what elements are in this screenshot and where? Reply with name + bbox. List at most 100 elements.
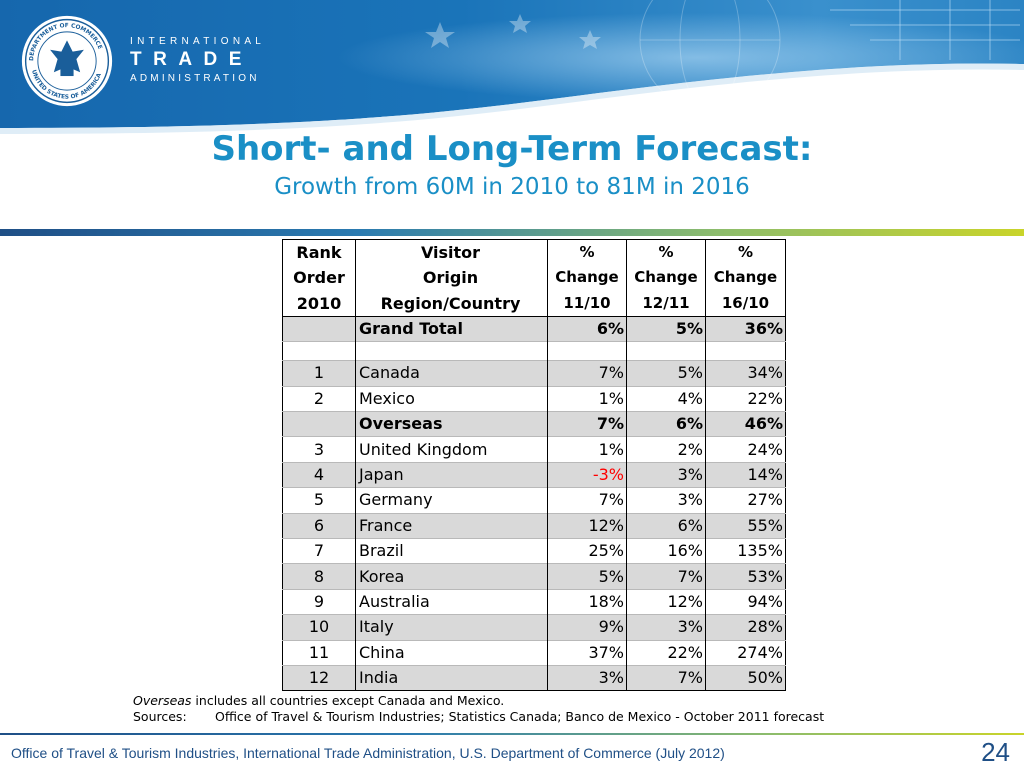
slide-title: Short- and Long-Term Forecast: bbox=[211, 129, 813, 169]
footer-citation: Office of Travel & Tourism Industries, I… bbox=[11, 745, 725, 761]
header-chg2-3: 12/11 bbox=[626, 290, 706, 317]
header-chg2-1: % bbox=[626, 239, 706, 266]
change-11-10-cell bbox=[547, 341, 627, 361]
origin-cell: Grand Total bbox=[355, 316, 548, 342]
change-16-10-cell: 14% bbox=[705, 462, 786, 488]
change-16-10-cell: 94% bbox=[747, 591, 783, 611]
table-row-korea: 8 Korea 5% 7% 53% bbox=[282, 563, 786, 590]
origin-cell: Korea bbox=[355, 563, 548, 590]
rank-cell: 3 bbox=[282, 436, 356, 463]
brand-line-trade: TRADE bbox=[130, 49, 253, 70]
change-11-10-cell: 9% bbox=[547, 614, 627, 641]
change-12-11-cell: 16% bbox=[626, 538, 706, 564]
change-16-10-cell: 46% bbox=[705, 411, 786, 437]
change-11-10-cell: 25% bbox=[547, 538, 627, 564]
change-16-10-cell: 28% bbox=[705, 614, 786, 641]
forecast-table: Rank Visitor % % % Order Origin Change C… bbox=[282, 239, 786, 692]
rank-cell: 1 bbox=[282, 360, 356, 387]
change-16-10-cell: 34% bbox=[705, 360, 786, 387]
origin-cell: Italy bbox=[355, 614, 548, 641]
rank-cell: 4 bbox=[282, 462, 356, 488]
change-11-10-cell: 1% bbox=[547, 386, 627, 412]
header-chg3-1: % bbox=[737, 243, 754, 262]
header-rank-2: Order bbox=[282, 265, 356, 291]
change-11-10-cell-negative: -3% bbox=[547, 462, 627, 488]
header-rank-3: 2010 bbox=[282, 290, 356, 317]
header-origin-3: Region/Country bbox=[355, 290, 548, 317]
origin-cell: Australia bbox=[355, 589, 548, 615]
table-header-row: 2010 Region/Country 11/10 12/11 16/10 bbox=[282, 290, 786, 317]
change-16-10-cell: 24% bbox=[747, 439, 783, 459]
change-11-10-cell: 1% bbox=[547, 436, 627, 463]
change-11-10-cell: 12% bbox=[547, 513, 627, 539]
origin-cell: Overseas bbox=[355, 411, 548, 437]
origin-cell: India bbox=[355, 665, 548, 691]
change-11-10-cell: 37% bbox=[547, 640, 627, 666]
rank-cell: 10 bbox=[282, 614, 356, 641]
rank-cell bbox=[282, 411, 356, 437]
change-16-10-cell: 135% bbox=[737, 541, 783, 561]
header-chg1-3: 11/10 bbox=[547, 290, 627, 317]
table-row-australia: 9 Australia 18% 12% 94% bbox=[282, 589, 786, 615]
change-16-10-cell: 22% bbox=[747, 388, 783, 408]
rank-cell: 6 bbox=[282, 513, 356, 539]
sources-label: Sources: bbox=[133, 709, 187, 724]
rank-cell: 5 bbox=[282, 487, 356, 514]
origin-cell: France bbox=[355, 513, 548, 539]
change-12-11-cell: 5% bbox=[626, 360, 706, 387]
change-12-11-cell: 4% bbox=[626, 386, 706, 412]
table-row-japan: 4 Japan -3% 3% 14% bbox=[282, 462, 786, 488]
header-banner: DEPARTMENT OF COMMERCE UNITED STATES OF … bbox=[0, 0, 1024, 135]
origin-cell: United Kingdom bbox=[355, 436, 548, 463]
header-chg1-1: % bbox=[547, 239, 627, 266]
origin-cell: China bbox=[355, 640, 548, 666]
ita-wordmark: INTERNATIONAL TRADE ADMINISTRATION bbox=[130, 36, 265, 84]
change-16-10-cell: 53% bbox=[705, 563, 786, 590]
table-row-overseas: Overseas 7% 6% 46% bbox=[282, 411, 786, 437]
title-divider bbox=[0, 229, 1024, 236]
change-11-10-cell: 5% bbox=[547, 563, 627, 590]
change-11-10-cell: 3% bbox=[547, 665, 627, 691]
table-row-mexico: 2 Mexico 1% 4% 22% bbox=[282, 386, 786, 412]
change-12-11-cell bbox=[626, 341, 706, 361]
header-rank-1: Rank bbox=[282, 239, 356, 266]
table-row-india: 12 India 3% 7% 50% bbox=[282, 665, 786, 691]
table-row-united-kingdom: 3 United Kingdom 1% 2% 24% bbox=[282, 436, 786, 463]
change-12-11-cell: 22% bbox=[626, 640, 706, 666]
table-row-spacer bbox=[282, 341, 786, 361]
origin-cell: Japan bbox=[355, 462, 548, 488]
rank-cell: 8 bbox=[282, 563, 356, 590]
department-of-commerce-seal: DEPARTMENT OF COMMERCE UNITED STATES OF … bbox=[21, 15, 113, 107]
change-12-11-cell: 5% bbox=[626, 316, 706, 342]
rank-cell: 12 bbox=[282, 665, 356, 691]
header-chg3-3: 16/10 bbox=[721, 293, 770, 312]
change-12-11-cell: 7% bbox=[626, 563, 706, 590]
change-16-10-cell: 36% bbox=[705, 316, 786, 342]
table-row-grand-total: Grand Total 6% 5% 36% bbox=[282, 316, 786, 342]
origin-cell: Canada bbox=[355, 360, 548, 387]
sources-text: Office of Travel & Tourism Industries; S… bbox=[215, 709, 825, 724]
change-16-10-cell: 27% bbox=[747, 490, 783, 510]
change-12-11-cell: 3% bbox=[626, 462, 706, 488]
origin-cell: Mexico bbox=[355, 386, 548, 412]
change-11-10-cell: 18% bbox=[547, 589, 627, 615]
change-16-10-cell: 55% bbox=[705, 513, 786, 539]
table-header-row: Rank Visitor % % % bbox=[282, 239, 786, 266]
header-origin-1: Visitor bbox=[355, 239, 548, 266]
page-number: 24 bbox=[981, 737, 1010, 767]
table-row-brazil: 7 Brazil 25% 16% 135% bbox=[282, 538, 786, 564]
change-16-10-cell: 274% bbox=[737, 642, 783, 662]
brand-line-administration: ADMINISTRATION bbox=[130, 73, 260, 84]
change-11-10-cell: 7% bbox=[547, 487, 627, 514]
brand-line-international: INTERNATIONAL bbox=[130, 36, 266, 47]
change-16-10-cell bbox=[706, 342, 786, 361]
change-11-10-cell: 7% bbox=[547, 411, 627, 437]
header-background bbox=[0, 0, 1024, 134]
table-notes: Overseas includes all countries except C… bbox=[133, 693, 824, 725]
header-chg1-2: Change bbox=[547, 265, 627, 291]
slide-subtitle: Growth from 60M in 2010 to 81M in 2016 bbox=[274, 174, 750, 200]
rank-cell bbox=[282, 341, 356, 361]
table-row-canada: 1 Canada 7% 5% 34% bbox=[282, 360, 786, 387]
change-12-11-cell: 3% bbox=[626, 614, 706, 641]
change-12-11-cell: 2% bbox=[626, 436, 706, 463]
